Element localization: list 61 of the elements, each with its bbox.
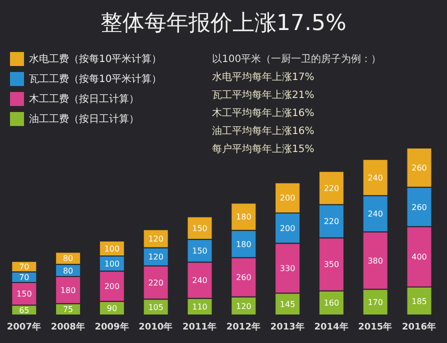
chart-title: 整体每年报价上涨17.5% xyxy=(100,10,348,38)
data-label: 120 xyxy=(148,234,164,244)
data-label: 150 xyxy=(192,246,208,256)
data-label: 70 xyxy=(19,273,30,282)
data-label: 70 xyxy=(19,262,30,272)
data-label: 180 xyxy=(236,240,252,249)
data-label: 260 xyxy=(412,163,427,172)
data-label: 65 xyxy=(19,306,30,315)
legend-label: 木工工费（按日工计算） xyxy=(29,92,139,106)
x-tick-label: 2016年 xyxy=(402,321,436,332)
data-label: 80 xyxy=(62,266,74,276)
legend-label: 水电工费（按每10平米计算） xyxy=(29,52,162,66)
text: 瓦工平均每年上涨21% xyxy=(212,88,316,102)
data-label: 220 xyxy=(324,184,340,193)
x-tick-label: 2013年 xyxy=(270,321,304,332)
data-label: 150 xyxy=(192,224,208,233)
data-label: 200 xyxy=(280,194,296,203)
data-label: 380 xyxy=(368,256,383,266)
x-tick-label: 2011年 xyxy=(182,321,217,332)
annotation: 每户平均每年上涨15% xyxy=(212,142,316,156)
data-label: 170 xyxy=(368,298,383,307)
x-tick-label: 2015年 xyxy=(358,321,392,332)
text: 以100平米（一厨一卫的房子为例：） xyxy=(212,52,382,66)
legend-label: 油工工费（按日工计算） xyxy=(29,112,139,126)
data-label: 105 xyxy=(148,302,164,312)
data-label: 185 xyxy=(412,296,427,306)
data-label: 220 xyxy=(324,217,340,226)
x-tick-label: 2010年 xyxy=(138,321,173,332)
x-tick-label: 2014年 xyxy=(314,321,348,332)
data-label: 240 xyxy=(368,173,383,182)
text: 水电平均每年上涨17% xyxy=(212,70,316,84)
data-label: 80 xyxy=(62,254,74,264)
data-label: 240 xyxy=(192,276,208,286)
legend-label: 瓦工工费（按每10平米计算） xyxy=(29,72,162,86)
x-tick-label: 2008年 xyxy=(50,321,85,332)
data-label: 350 xyxy=(324,260,340,270)
data-label: 145 xyxy=(280,300,296,309)
data-label: 100 xyxy=(104,259,120,268)
data-label: 110 xyxy=(192,302,208,312)
data-label: 100 xyxy=(104,244,120,254)
x-tick-label: 2009年 xyxy=(94,321,129,332)
data-label: 180 xyxy=(60,286,76,295)
data-label: 120 xyxy=(236,302,252,311)
data-label: 200 xyxy=(104,282,120,292)
data-label: 180 xyxy=(236,212,252,222)
x-tick-label: 2007年 xyxy=(6,321,41,332)
data-label: 240 xyxy=(368,210,383,219)
text: 油工平均每年上涨16% xyxy=(212,124,316,138)
x-tick-label: 2012年 xyxy=(226,321,260,332)
data-label: 400 xyxy=(412,252,427,262)
data-label: 200 xyxy=(280,224,296,233)
data-label: 75 xyxy=(62,305,74,314)
data-label: 260 xyxy=(412,202,427,212)
data-label: 90 xyxy=(106,304,118,314)
text: 木工平均每年上涨16% xyxy=(212,106,316,120)
data-label: 260 xyxy=(236,273,252,282)
data-label: 220 xyxy=(148,278,164,288)
data-label: 330 xyxy=(280,264,296,273)
data-label: 160 xyxy=(324,298,340,308)
data-label: 120 xyxy=(148,252,164,262)
data-label: 150 xyxy=(16,290,32,299)
